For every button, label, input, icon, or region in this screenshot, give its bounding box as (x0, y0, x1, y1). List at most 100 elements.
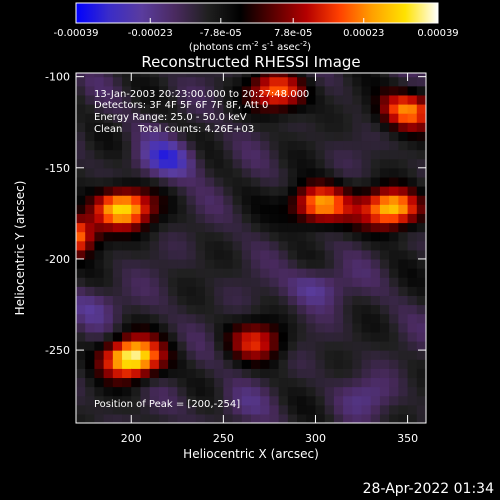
heatmap-cell (241, 277, 252, 287)
heatmap-cell (343, 404, 353, 415)
heatmap-cell (416, 295, 426, 306)
heatmap-cell (269, 268, 280, 278)
heatmap-cell (333, 204, 344, 214)
heatmap-cell (361, 222, 372, 233)
heatmap-cell (177, 149, 188, 160)
heatmap-cell (140, 249, 151, 260)
heatmap-cell (214, 85, 224, 96)
heatmap-cell (223, 222, 234, 233)
heatmap-cell (223, 85, 234, 96)
heatmap-cell (269, 167, 280, 178)
heatmap-cell (112, 195, 123, 205)
heatmap-cell (287, 149, 298, 160)
x-tick-label: 200 (121, 432, 142, 445)
heatmap-cell (379, 350, 390, 360)
heatmap-cell (306, 167, 317, 178)
heatmap-cell (112, 286, 123, 296)
heatmap-cell (168, 268, 178, 278)
heatmap-cell (278, 131, 289, 142)
heatmap-cell (333, 304, 344, 315)
heatmap-cell (297, 331, 307, 342)
heatmap-cell (389, 103, 399, 114)
heatmap-cell (416, 277, 426, 287)
heatmap-cell (214, 158, 224, 169)
heatmap-cell (204, 258, 215, 269)
heatmap-cell (112, 176, 123, 187)
heatmap-cell (343, 322, 353, 333)
heatmap-cell (195, 340, 206, 351)
heatmap-cell (389, 213, 399, 224)
heatmap-cell (297, 340, 307, 351)
heatmap-cell (297, 350, 307, 360)
heatmap-cell (85, 76, 96, 87)
heatmap-cell (177, 85, 188, 96)
heatmap-cell (131, 331, 142, 342)
heatmap-cell (269, 85, 280, 96)
heatmap-cell (149, 350, 160, 360)
heatmap-cell (94, 113, 105, 123)
heatmap-cell (352, 386, 363, 397)
heatmap-cell (223, 204, 234, 214)
heatmap-cell (333, 140, 344, 151)
heatmap-cell (370, 240, 381, 251)
heatmap-cell (333, 249, 344, 260)
heatmap-cell (315, 377, 326, 388)
heatmap-cell (103, 204, 114, 214)
heatmap-cell (223, 331, 234, 342)
heatmap-cell (94, 395, 105, 406)
heatmap-cell (315, 85, 326, 96)
heatmap-cell (140, 103, 151, 114)
heatmap-cell (85, 158, 96, 169)
heatmap-cell (269, 231, 280, 242)
heatmap-cell (251, 186, 261, 196)
heatmap-cell (398, 195, 409, 205)
heatmap-cell (186, 158, 197, 169)
heatmap-cell (140, 167, 151, 178)
heatmap-cell (204, 350, 215, 360)
heatmap-cell (76, 322, 86, 333)
heatmap-cell (251, 286, 261, 296)
heatmap-cell (195, 140, 206, 151)
heatmap-cell (287, 113, 298, 123)
heatmap-cell (131, 158, 142, 169)
heatmap-cell (416, 73, 426, 78)
heatmap-cell (260, 149, 271, 160)
heatmap-cell (306, 377, 317, 388)
heatmap-cell (204, 113, 215, 123)
heatmap-cell (122, 213, 132, 224)
heatmap-cell (352, 240, 363, 251)
heatmap-cell (407, 213, 418, 224)
heatmap-cell (287, 377, 298, 388)
heatmap-cell (94, 368, 105, 379)
heatmap-cell (195, 113, 206, 123)
heatmap-cell (398, 295, 409, 306)
heatmap-cell (177, 94, 188, 105)
heatmap-cell (297, 195, 307, 205)
heatmap-cell (398, 103, 409, 114)
heatmap-cell (214, 186, 224, 196)
heatmap-cell (94, 322, 105, 333)
heatmap-cell (214, 386, 224, 397)
heatmap-cell (389, 386, 399, 397)
heatmap-cell (324, 331, 335, 342)
heatmap-cell (94, 176, 105, 187)
heatmap-cell (407, 149, 418, 160)
heatmap-cell (361, 186, 372, 196)
heatmap-cell (204, 222, 215, 233)
heatmap-cell (269, 149, 280, 160)
heatmap-cell (324, 377, 335, 388)
heatmap-cell (103, 103, 114, 114)
heatmap-cell (223, 176, 234, 187)
heatmap-cell (287, 122, 298, 132)
heatmap-cell (315, 268, 326, 278)
heatmap-cell (140, 377, 151, 388)
heatmap-cell (186, 131, 197, 142)
heatmap-cell (379, 331, 390, 342)
heatmap-cell (278, 268, 289, 278)
heatmap-cell (241, 131, 252, 142)
heatmap-cell (232, 176, 243, 187)
heatmap-cell (370, 277, 381, 287)
heatmap-cell (204, 340, 215, 351)
heatmap-cell (195, 158, 206, 169)
heatmap-cell (241, 240, 252, 251)
